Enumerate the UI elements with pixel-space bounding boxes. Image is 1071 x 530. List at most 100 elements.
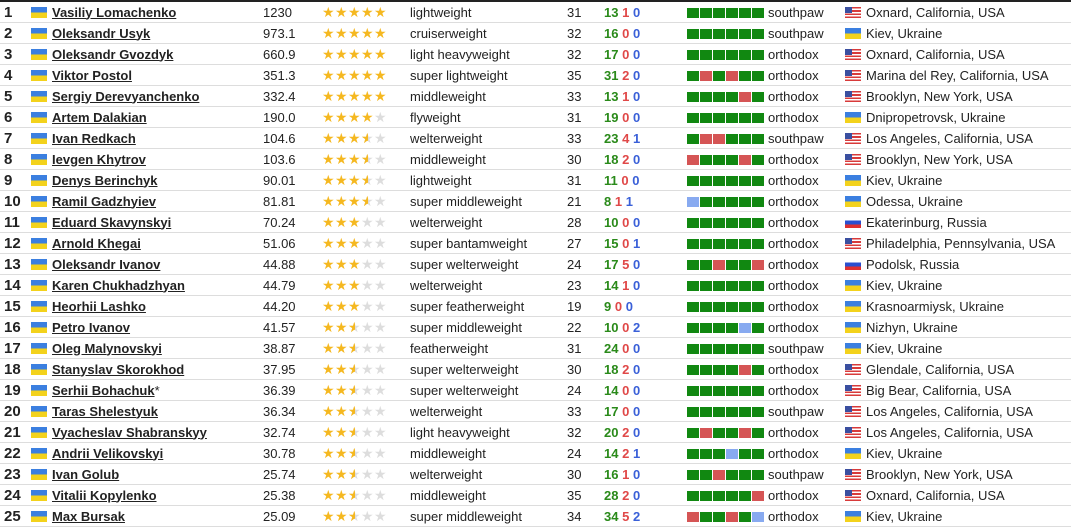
wins: 10	[604, 319, 619, 335]
last-six-results	[687, 190, 768, 212]
rank: 5	[0, 85, 31, 107]
star-icon: ★	[322, 276, 335, 293]
ukraine-flag-icon	[31, 426, 47, 438]
boxer-name-link[interactable]: Stanyslav Skorokhod	[52, 361, 185, 377]
stance: orthodox	[768, 316, 845, 338]
record: 9 0 0	[604, 295, 687, 317]
boxer-name-link[interactable]: Taras Shelestyuk	[52, 403, 158, 419]
losses: 2	[622, 67, 630, 83]
win-marker	[739, 49, 751, 60]
star-icon: ★	[335, 129, 348, 146]
star-icon: ★	[348, 467, 361, 481]
rank: 15	[0, 295, 31, 317]
boxer-name-link[interactable]: Eduard Skavynskyi	[52, 214, 172, 230]
star-icon: ★	[374, 234, 387, 251]
win-marker	[752, 448, 764, 459]
boxer-name-link[interactable]: Arnold Khegai	[52, 235, 141, 251]
record: 14 2 1	[604, 442, 687, 464]
wins: 28	[604, 487, 619, 503]
win-marker	[752, 175, 764, 186]
win-marker	[752, 91, 764, 102]
table-row: 12 Arnold Khegai 51.06 ★★★★★ super banta…	[0, 232, 1071, 254]
table-row: 14 Karen Chukhadzhyan 44.79 ★★★★★ welter…	[0, 274, 1071, 296]
star-icon: ★	[361, 423, 374, 440]
loss-marker	[739, 91, 751, 102]
boxer-name-link[interactable]: Max Bursak	[52, 508, 125, 524]
boxer-name-link[interactable]: Sergiy Derevyanchenko	[52, 88, 200, 104]
points: 51.06	[263, 232, 322, 254]
star-rating: ★★★★★	[322, 358, 410, 380]
boxer-name-link[interactable]: Oleg Malynovskyi	[52, 340, 162, 356]
age: 31	[567, 169, 604, 191]
star-icon: ★	[335, 234, 348, 251]
points: 32.74	[263, 421, 322, 443]
division: super welterweight	[410, 379, 567, 401]
star-icon: ★	[374, 3, 387, 20]
boxer-name-link[interactable]: Vitalii Kopylenko	[52, 487, 157, 503]
star-icon: ★	[374, 360, 387, 377]
division: light heavyweight	[410, 43, 567, 65]
star-rating: ★★★★★	[322, 463, 410, 485]
boxer-name-link[interactable]: Artem Dalakian	[52, 109, 147, 125]
boxer-name-link[interactable]: Ievgen Khytrov	[52, 151, 146, 167]
draws: 0	[632, 361, 641, 377]
table-row: 7 Ivan Redkach 104.6 ★★★★★ welterweight …	[0, 127, 1071, 149]
win-marker	[713, 343, 725, 354]
star-icon: ★	[374, 87, 387, 104]
star-icon: ★	[374, 108, 387, 125]
rank: 4	[0, 64, 31, 86]
star-icon: ★	[348, 192, 361, 209]
boxer-name-link[interactable]: Ramil Gadzhyiev	[52, 193, 157, 209]
boxer-name-link[interactable]: Viktor Postol	[52, 67, 132, 83]
boxer-name-link[interactable]: Heorhii Lashko	[52, 298, 146, 314]
ukraine-flag-icon	[31, 195, 47, 207]
win-marker	[752, 70, 764, 81]
win-marker	[752, 7, 764, 18]
boxer-name-link[interactable]: Karen Chukhadzhyan	[52, 277, 185, 293]
boxer-name-link[interactable]: Oleksandr Usyk	[52, 25, 151, 41]
win-marker	[752, 406, 764, 417]
stance: orthodox	[768, 43, 845, 65]
stance: orthodox	[768, 85, 845, 107]
last-six-results	[687, 43, 768, 65]
age: 33	[567, 85, 604, 107]
star-icon: ★	[374, 297, 387, 314]
boxer-name-link[interactable]: Vyacheslav Shabranskyy	[52, 424, 207, 440]
boxer-name-link[interactable]: Oleksandr Gvozdyk	[52, 46, 174, 62]
boxer-name-link[interactable]: Ivan Redkach	[52, 130, 136, 146]
star-icon: ★	[374, 276, 387, 293]
draws: 0	[632, 403, 641, 419]
win-marker	[726, 259, 738, 270]
residence: Krasnoarmiysk, Ukraine	[866, 298, 1004, 314]
draws: 0	[632, 466, 641, 482]
star-icon: ★	[335, 66, 348, 83]
losses: 2	[622, 151, 630, 167]
star-rating: ★★★★★	[322, 127, 410, 149]
star-icon: ★	[361, 486, 374, 503]
win-marker	[726, 280, 738, 291]
win-marker	[752, 301, 764, 312]
losses: 2	[622, 361, 630, 377]
residence: Brooklyn, New York, USA	[866, 88, 1013, 104]
division: welterweight	[410, 211, 567, 233]
wins: 14	[604, 277, 619, 293]
boxer-name-link[interactable]: Oleksandr Ivanov	[52, 256, 161, 272]
boxer-name-link[interactable]: Andrii Velikovskyi	[52, 445, 164, 461]
win-marker	[700, 301, 712, 312]
boxer-name-link[interactable]: Serhii Bohachuk	[52, 382, 155, 398]
boxer-name-link[interactable]: Petro Ivanov	[52, 319, 131, 335]
star-rating: ★★★★★	[322, 43, 410, 65]
age: 23	[567, 274, 604, 296]
record: 14 0 0	[604, 379, 687, 401]
ukraine-flag-icon	[31, 321, 47, 333]
loss-marker	[713, 133, 725, 144]
win-marker	[739, 238, 751, 249]
boxer-name-link[interactable]: Denys Berinchyk	[52, 172, 158, 188]
table-row: 6 Artem Dalakian 190.0 ★★★★★ flyweight 3…	[0, 106, 1071, 128]
win-marker	[713, 112, 725, 123]
star-icon: ★	[348, 383, 361, 397]
boxer-name-link[interactable]: Vasiliy Lomachenko	[52, 4, 177, 20]
boxer-name-link[interactable]: Ivan Golub	[52, 466, 120, 482]
points: 25.38	[263, 484, 322, 506]
